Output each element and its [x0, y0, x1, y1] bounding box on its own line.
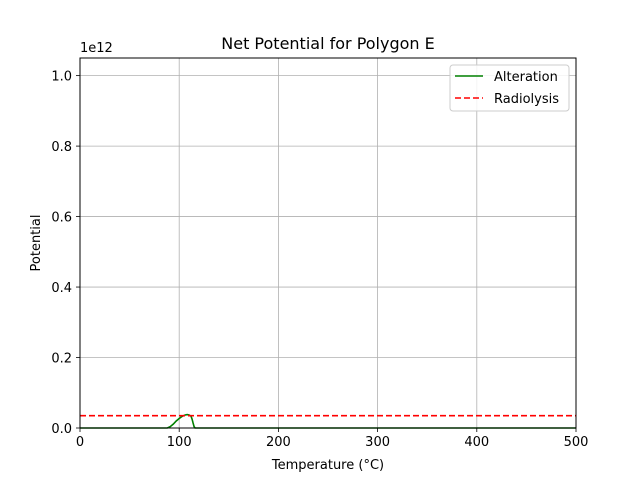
x-tick-label: 200: [266, 435, 291, 450]
y-tick-label: 0.2: [51, 352, 72, 367]
y-tick-label: 1.0: [51, 70, 72, 85]
legend-label-alteration: Alteration: [494, 70, 558, 85]
y-tick-label: 0.6: [51, 211, 72, 226]
grid: [79, 58, 577, 429]
x-tick-label: 500: [564, 435, 589, 450]
y-offset-text: 1e12: [80, 41, 113, 56]
plot-lines: [80, 413, 576, 429]
x-axis: 0 100 200 300 400 500: [76, 428, 589, 450]
series-line-alteration: [80, 413, 576, 429]
axes-frame: [79, 57, 577, 429]
x-tick-label: 300: [365, 435, 390, 450]
legend: Alteration Radiolysis: [449, 64, 570, 112]
y-tick-label: 0.4: [51, 281, 72, 296]
y-tick-label: 0.8: [51, 140, 72, 155]
y-axis-label: Potential: [29, 215, 44, 272]
legend-label-radiolysis: Radiolysis: [494, 92, 559, 107]
y-tick-label: 0.0: [51, 422, 72, 437]
x-axis-label: Temperature (°C): [271, 458, 384, 473]
x-tick-label: 400: [464, 435, 489, 450]
y-axis: 0.0 0.2 0.4 0.6 0.8 1.0: [51, 70, 80, 437]
chart-title: Net Potential for Polygon E: [221, 34, 435, 53]
x-tick-label: 0: [76, 435, 84, 450]
x-tick-label: 100: [167, 435, 192, 450]
